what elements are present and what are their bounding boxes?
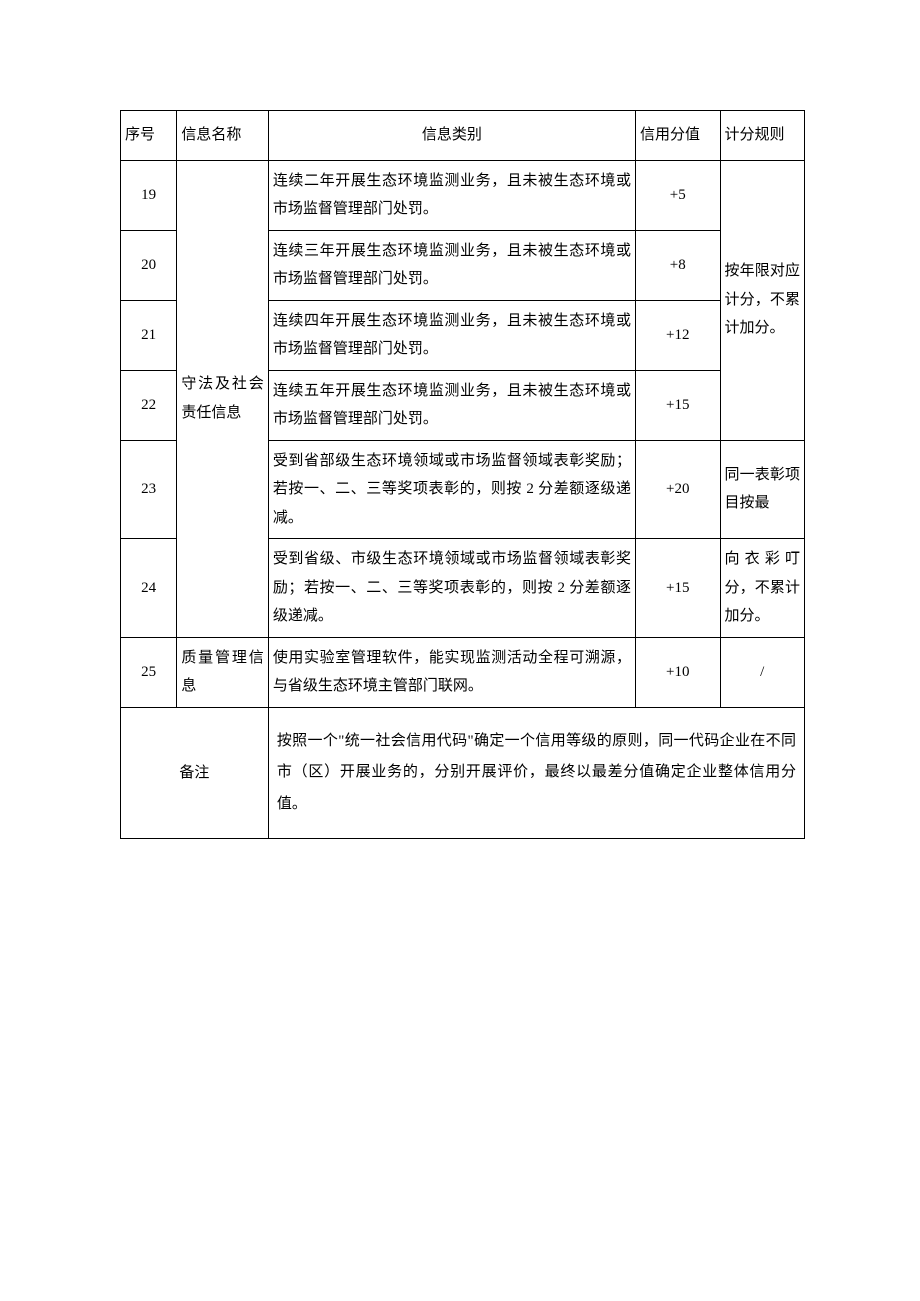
- cell-seq: 22: [121, 370, 177, 440]
- cell-score: +15: [636, 370, 720, 440]
- header-seq: 序号: [121, 111, 177, 161]
- cell-seq: 25: [121, 637, 177, 707]
- cell-seq: 19: [121, 160, 177, 230]
- cell-score: +20: [636, 440, 720, 539]
- table-header-row: 序号 信息名称 信息类别 信用分值 计分规则: [121, 111, 805, 161]
- cell-rule-group: 向衣彩叮分，不累计加分。: [720, 539, 805, 638]
- cell-score: +12: [636, 300, 720, 370]
- table-row: 25 质量管理信息 使用实验室管理软件，能实现监测活动全程可溯源，与省级生态环境…: [121, 637, 805, 707]
- remark-label: 备注: [121, 707, 269, 839]
- cell-category: 连续五年开展生态环境监测业务，且未被生态环境或市场监督管理部门处罚。: [268, 370, 635, 440]
- cell-name-group: 守法及社会责任信息: [177, 160, 269, 637]
- header-category: 信息类别: [268, 111, 635, 161]
- cell-seq: 21: [121, 300, 177, 370]
- cell-name-group: 质量管理信息: [177, 637, 269, 707]
- cell-category: 受到省部级生态环境领域或市场监督领域表彰奖励；若按一、二、三等奖项表彰的，则按 …: [268, 440, 635, 539]
- remark-content: 按照一个"统一社会信用代码"确定一个信用等级的原则，同一代码企业在不同市（区）开…: [268, 707, 804, 839]
- cell-score: +5: [636, 160, 720, 230]
- cell-rule-group: 同一表彰项目按最: [720, 440, 805, 539]
- cell-score: +8: [636, 230, 720, 300]
- header-score: 信用分值: [636, 111, 720, 161]
- header-rule: 计分规则: [720, 111, 805, 161]
- cell-score: +15: [636, 539, 720, 638]
- cell-seq: 24: [121, 539, 177, 638]
- cell-category: 连续三年开展生态环境监测业务，且未被生态环境或市场监督管理部门处罚。: [268, 230, 635, 300]
- cell-seq: 20: [121, 230, 177, 300]
- cell-category: 受到省级、市级生态环境领域或市场监督领域表彰奖励；若按一、二、三等奖项表彰的，则…: [268, 539, 635, 638]
- cell-seq: 23: [121, 440, 177, 539]
- cell-rule-group: 按年限对应计分，不累计加分。: [720, 160, 805, 440]
- table-remark-row: 备注 按照一个"统一社会信用代码"确定一个信用等级的原则，同一代码企业在不同市（…: [121, 707, 805, 839]
- cell-category: 使用实验室管理软件，能实现监测活动全程可溯源，与省级生态环境主管部门联网。: [268, 637, 635, 707]
- credit-score-table: 序号 信息名称 信息类别 信用分值 计分规则 19 守法及社会责任信息 连续二年…: [120, 110, 805, 839]
- cell-category: 连续二年开展生态环境监测业务，且未被生态环境或市场监督管理部门处罚。: [268, 160, 635, 230]
- cell-category: 连续四年开展生态环境监测业务，且未被生态环境或市场监督管理部门处罚。: [268, 300, 635, 370]
- cell-rule-group: /: [720, 637, 805, 707]
- header-name: 信息名称: [177, 111, 269, 161]
- cell-score: +10: [636, 637, 720, 707]
- table-row: 19 守法及社会责任信息 连续二年开展生态环境监测业务，且未被生态环境或市场监督…: [121, 160, 805, 230]
